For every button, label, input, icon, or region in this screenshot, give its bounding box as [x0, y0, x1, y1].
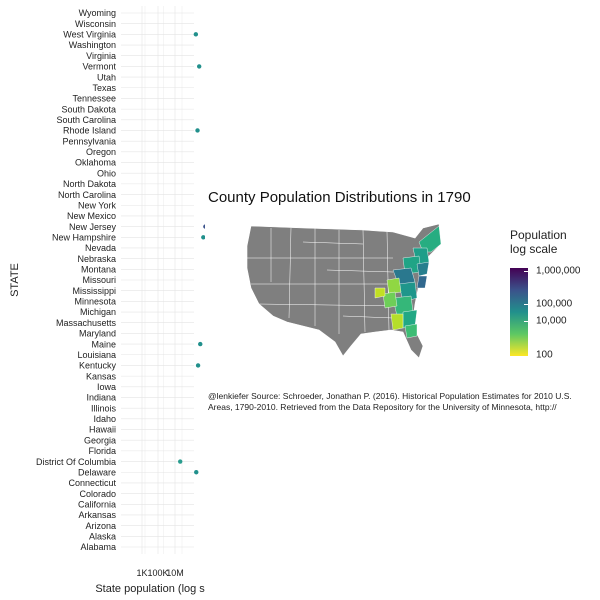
source-caption: @lenkiefer Source: Schroeder, Jonathan P… [208, 391, 600, 413]
state-tick-label: New Mexico [67, 211, 116, 221]
state-population-point [203, 224, 205, 229]
legend-tick-label: 100 [536, 349, 553, 361]
legend-tick-mark [524, 321, 528, 322]
state-tick-label: Alaska [89, 532, 116, 542]
state-tick-label: Montana [81, 265, 116, 275]
state-tick-label: Kansas [86, 371, 117, 381]
state-tick-label: Michigan [80, 307, 116, 317]
state-tick-label: Indiana [86, 393, 116, 403]
us-county-map [246, 223, 442, 359]
caption-line: @lenkiefer Source: Schroeder, Jonathan P… [208, 391, 572, 401]
state-tick-label: Nebraska [77, 254, 116, 264]
state-population-point [196, 64, 202, 69]
state-tick-label: New Hampshire [52, 232, 116, 242]
legend-title: Population log scale [510, 228, 600, 256]
state-tick-label: Missouri [82, 275, 116, 285]
state-tick-label: West Virginia [63, 30, 116, 40]
state-tick-label: Iowa [97, 382, 116, 392]
state-tick-label: Mississippi [72, 286, 116, 296]
state-tick-label: District Of Columbia [36, 457, 116, 467]
state-tick-label: Idaho [93, 414, 116, 424]
x-tick-label: 100K [147, 568, 168, 578]
legend-tick-mark [524, 271, 528, 272]
state-population-point [178, 459, 183, 464]
state-tick-label: Maryland [79, 329, 116, 339]
legend-tick-mark [524, 304, 528, 305]
map-legend: Population log scale 1,000,000 100,000 1… [510, 228, 600, 368]
state-tick-label: Washington [69, 40, 116, 50]
legend-color-bar [510, 268, 528, 356]
x-tick-label: 10M [166, 568, 184, 578]
state-tick-label: Nevada [85, 243, 116, 253]
state-population-point [195, 363, 201, 368]
state-tick-label: Oregon [86, 147, 116, 157]
legend-title-line: Population [510, 228, 567, 242]
state-tick-label: North Dakota [63, 179, 116, 189]
state-tick-label: Arkansas [78, 510, 116, 520]
state-tick-label: South Dakota [61, 104, 116, 114]
state-tick-label: Alabama [80, 542, 116, 552]
colored-counties [374, 225, 442, 339]
state-tick-label: Connecticut [68, 478, 116, 488]
state-population-point [193, 32, 199, 37]
state-tick-label: Minnesota [74, 297, 116, 307]
state-population-point [201, 235, 205, 240]
legend-tick-label: 10,000 [536, 315, 567, 327]
legend-tick-label: 1,000,000 [536, 265, 581, 277]
state-population-point [198, 341, 203, 347]
state-tick-label: Wyoming [79, 8, 116, 18]
state-tick-label: North Carolina [58, 190, 116, 200]
state-tick-label: Pennsylvania [62, 136, 116, 146]
state-population-point [194, 470, 199, 475]
state-tick-label: Arizona [85, 521, 116, 531]
state-tick-label: California [78, 499, 116, 509]
caption-line: Areas, 1790-2010. Retrieved from the Dat… [208, 402, 557, 412]
state-tick-label: Wisconsin [75, 19, 116, 29]
y-axis-label: STATE [9, 263, 21, 297]
legend-title-line: log scale [510, 242, 558, 256]
state-tick-label: Virginia [86, 51, 116, 61]
state-tick-label: Florida [88, 446, 116, 456]
state-tick-label: Massachusetts [56, 318, 117, 328]
state-tick-label: Ohio [97, 168, 116, 178]
state-tick-label: Vermont [82, 62, 116, 72]
state-tick-label: Tennessee [72, 94, 116, 104]
state-tick-label: Rhode Island [63, 126, 116, 136]
state-tick-label: Georgia [84, 435, 116, 445]
x-axis-label: State population (log scale) [95, 583, 205, 595]
state-tick-label: Oklahoma [75, 158, 116, 168]
state-tick-label: Delaware [78, 467, 116, 477]
map-title: County Population Distributions in 1790 [208, 189, 471, 206]
state-tick-label: Illinois [91, 403, 117, 413]
state-tick-label: Colorado [79, 489, 116, 499]
state-tick-label: Texas [92, 83, 116, 93]
state-tick-label: South Carolina [56, 115, 116, 125]
state-tick-label: Maine [91, 339, 116, 349]
state-population-point [195, 128, 200, 133]
state-tick-label: New Jersey [69, 222, 117, 232]
state-tick-label: Hawaii [89, 425, 116, 435]
state-tick-label: Utah [97, 72, 116, 82]
state-tick-label: Kentucky [79, 361, 117, 371]
state-tick-label: Louisiana [77, 350, 116, 360]
state-tick-label: New York [78, 200, 117, 210]
x-tick-label: 1K [136, 568, 147, 578]
legend-tick-label: 100,000 [536, 298, 573, 310]
